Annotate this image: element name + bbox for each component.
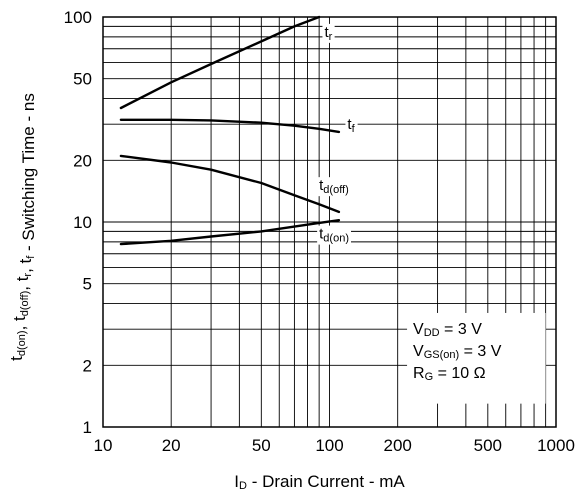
curve-label-doff: td(off) <box>319 177 349 196</box>
curve-label-background <box>345 115 358 135</box>
y-tick-label: 1 <box>83 418 92 437</box>
y-tick-label: 2 <box>83 356 92 375</box>
curve-doff <box>119 154 341 214</box>
curves <box>119 15 341 246</box>
plot-frame <box>102 16 557 428</box>
curve-labels: tr tf td(off) td(on) <box>317 23 358 245</box>
curve-r <box>119 15 321 110</box>
y-tick-label: 20 <box>73 151 92 170</box>
condition-text: VGS(on) = 3 V <box>413 343 502 361</box>
y-tick-label: 50 <box>73 70 92 89</box>
curve-label-background <box>317 177 351 197</box>
y-tick-label: 5 <box>83 275 92 294</box>
x-tick-label: 50 <box>252 436 271 455</box>
curve-f <box>119 118 341 134</box>
y-tick-label: 100 <box>64 8 92 27</box>
x-tick-label: 100 <box>315 436 343 455</box>
curve-label-f: tf <box>347 116 355 135</box>
curve-label-don: td(on) <box>319 226 349 245</box>
condition-text: VDD = 3 V <box>413 321 482 339</box>
condition-text: RG = 10 Ω <box>413 365 486 383</box>
tick-labels: 10 20 50 100 200 500 1000 1 2 5 10 20 50 100 <box>64 8 575 455</box>
curve-label-background <box>317 225 351 245</box>
conditions-background <box>407 312 546 404</box>
y-tick-label: 10 <box>73 213 92 232</box>
curve-label-background <box>322 23 335 43</box>
curve-don <box>119 218 341 246</box>
y-axis-title: td(on), td(off), tr, tf - Switching Time… <box>7 93 38 361</box>
x-tick-label: 200 <box>383 436 411 455</box>
x-axis-title: ID - Drain Current - mA <box>234 472 405 492</box>
x-tick-label: 500 <box>474 436 502 455</box>
x-tick-label: 10 <box>94 436 113 455</box>
x-tick-label: 1000 <box>537 436 575 455</box>
conditions-box: VDD = 3 V VGS(on) = 3 V RG = 10 Ω <box>407 312 546 404</box>
x-tick-label: 20 <box>162 436 181 455</box>
curve-label-r: tr <box>324 24 332 43</box>
axis-titles: ID - Drain Current - mA td(on), td(off), … <box>7 93 405 492</box>
